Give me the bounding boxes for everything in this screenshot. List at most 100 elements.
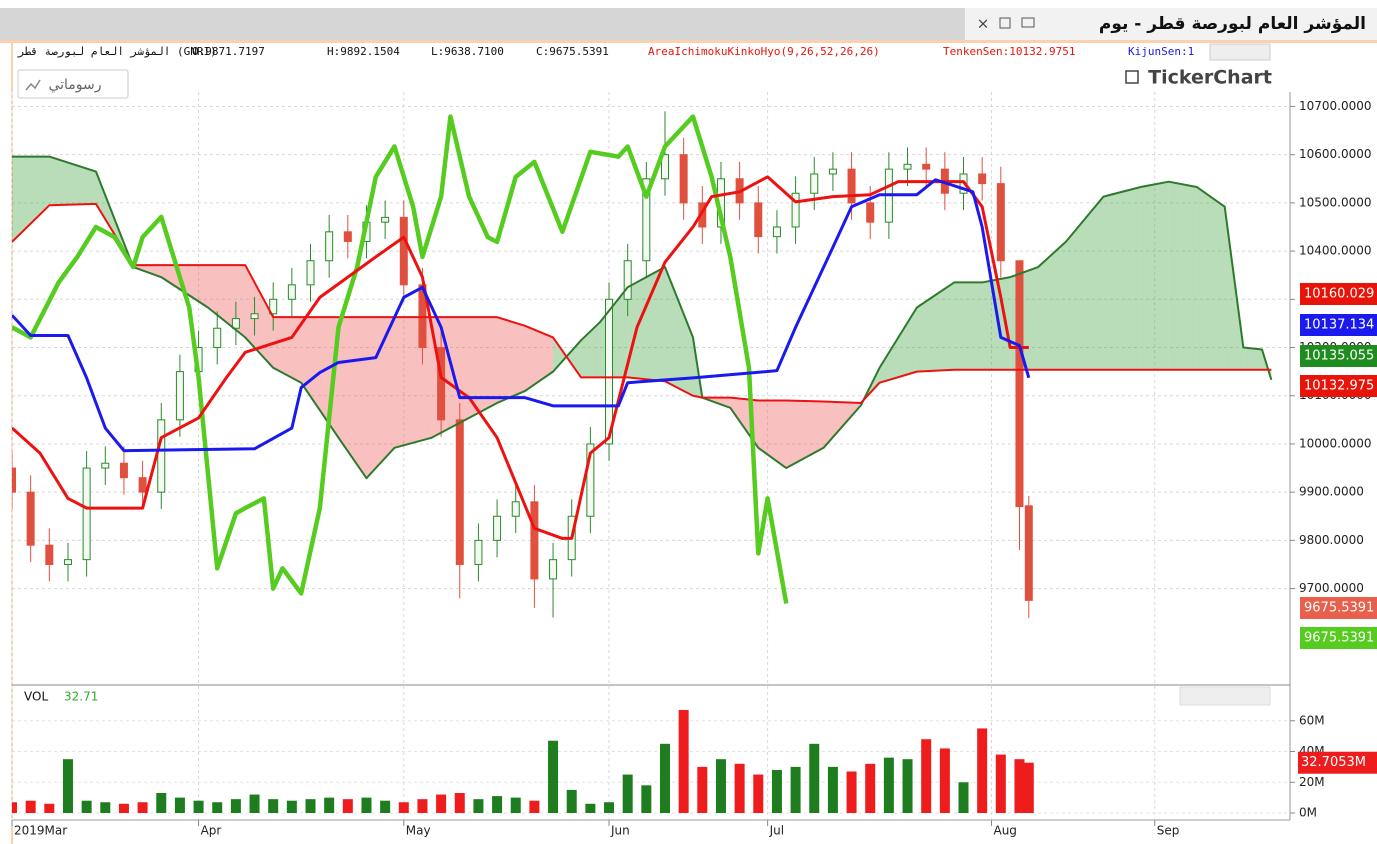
volume-bar [883, 757, 894, 813]
open-label: O:9871.7197 [192, 45, 265, 58]
candle-body [250, 313, 259, 320]
cloud-fill [758, 400, 787, 469]
candle-body [511, 501, 520, 517]
volume-bar [1014, 759, 1025, 813]
x-tick-label: Jun [610, 824, 630, 838]
y-tick-label: 9700.0000 [1299, 581, 1364, 595]
candle-body [437, 347, 446, 421]
candle-body [269, 298, 278, 315]
volume-bar [659, 743, 670, 813]
candle-body [306, 260, 315, 286]
y-tick-label: 10000.0000 [1299, 436, 1372, 450]
volume-bar [25, 800, 36, 813]
volume-bar [324, 797, 335, 813]
volume-bar [81, 800, 92, 813]
price-tag-label: 9675.5391 [1304, 631, 1374, 646]
cloud-fill [1038, 241, 1067, 370]
tenkan-line [12, 175, 1029, 540]
volume-bar [622, 774, 633, 813]
cloud-fill [12, 156, 50, 242]
candle-body [978, 173, 987, 185]
price-tag [1300, 283, 1377, 305]
price-tag-label: 10135.055 [1304, 349, 1374, 364]
candle-body [325, 231, 334, 262]
cloud-fill [1140, 181, 1169, 370]
volume-tag-label: 32.7053M [1301, 755, 1366, 770]
drawings-button-label[interactable]: رسوماتي [48, 77, 101, 93]
volume-bar [809, 743, 820, 813]
candle-body [791, 192, 800, 228]
chikou-line [12, 114, 789, 604]
volume-bar [473, 799, 484, 813]
candle-body [63, 559, 72, 565]
volume-bar [268, 799, 279, 813]
y-tick-label: 20M [1299, 775, 1325, 789]
x-tick-label: Apr [201, 824, 222, 838]
candle-body [45, 544, 54, 565]
close-icon[interactable]: × [977, 15, 990, 33]
candle-body [399, 216, 408, 286]
volume-bar [566, 789, 577, 813]
volume-bar [995, 754, 1006, 813]
candle-body [847, 168, 856, 204]
volume-bar [510, 797, 521, 813]
restore-icon[interactable] [999, 17, 1011, 29]
candle-body [287, 284, 296, 300]
candle-body [642, 178, 651, 262]
candle-body [231, 318, 240, 329]
x-tick-label: Aug [993, 824, 1016, 838]
span-b-line [12, 202, 1272, 404]
candle-body [157, 419, 166, 493]
volume-bar [939, 748, 950, 813]
volume-bar [193, 800, 204, 813]
candle-body [754, 202, 763, 238]
volume-panel-buttons[interactable] [1179, 686, 1271, 706]
candle-body [623, 260, 632, 300]
window-title: المؤشر العام لبورصة قطر - يوم [1099, 14, 1366, 34]
candle-body [922, 163, 931, 170]
volume-current: 32.71 [64, 690, 98, 704]
candle-body [82, 467, 91, 561]
volume-bar [342, 799, 353, 813]
candle-body [119, 462, 128, 479]
drawings-button[interactable] [17, 69, 129, 99]
y-tick-label: 10700.0000 [1299, 99, 1372, 113]
candle-body [213, 327, 222, 349]
panel-buttons[interactable] [1209, 43, 1271, 61]
volume-bar [548, 740, 559, 813]
candle-body [175, 371, 184, 421]
price-tag-label: 10132.975 [1304, 379, 1374, 394]
volume-bar [12, 802, 17, 813]
y-tick-label: 60M [1299, 713, 1325, 727]
candle-body [828, 168, 837, 175]
volume-bar [249, 794, 260, 813]
x-tick-label: Jul [769, 824, 784, 838]
volume-bar [118, 803, 129, 813]
volume-bar [230, 799, 241, 813]
tenkan-label: TenkenSen:10132.9751 [943, 45, 1075, 58]
candle-body [474, 539, 483, 565]
cloud-fill [245, 265, 274, 368]
candle-body [679, 154, 688, 204]
volume-bar [827, 766, 838, 813]
cloud-fill [664, 267, 693, 396]
volume-bar [715, 759, 726, 813]
volume-bar [977, 728, 988, 813]
drawings-icon [25, 79, 41, 91]
volume-bar [771, 769, 782, 813]
y-tick-label: 9900.0000 [1299, 485, 1364, 499]
price-tag-label: 9675.5391 [1304, 601, 1374, 616]
price-tag [1300, 314, 1377, 336]
candle-body [772, 226, 781, 238]
candle-body [586, 443, 595, 517]
candle-body [810, 173, 819, 194]
price-tag [1300, 345, 1377, 367]
cloud-fill [338, 317, 367, 479]
cloud-fill [1103, 186, 1141, 370]
volume-bar [921, 739, 932, 813]
volume-bar [902, 759, 913, 813]
volume-bar [62, 759, 73, 813]
indicator-label: AreaIchimokuKinkoHyo(9,26,52,26,26) [648, 45, 880, 58]
detach-icon[interactable] [1021, 17, 1035, 28]
